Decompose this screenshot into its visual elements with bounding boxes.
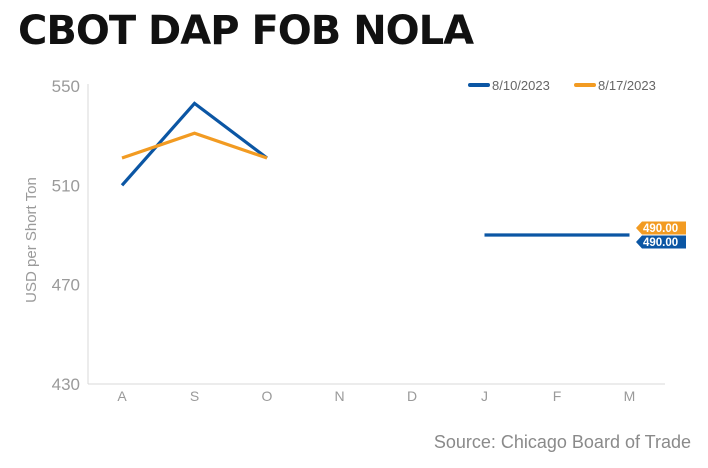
x-tick-label: O: [262, 388, 273, 404]
x-tick-label: D: [407, 388, 417, 404]
end-value-tag-1: [636, 235, 686, 249]
y-tick-label: 510: [52, 176, 80, 195]
end-value-tag-2: [636, 221, 686, 235]
legend: 8/10/2023 8/17/2023: [468, 78, 656, 93]
x-tick-label: M: [624, 388, 636, 404]
axes: [87, 84, 665, 385]
y-ticks: 430 470 510 550: [52, 77, 80, 394]
end-value-label-2: 490.00: [643, 223, 678, 235]
end-tags: 490.00 490.00: [636, 221, 686, 249]
x-tick-label: J: [481, 388, 488, 404]
series-line-2: [121, 131, 268, 160]
series-line-1: [120, 101, 268, 187]
legend-label-2: 8/17/2023: [598, 78, 656, 93]
y-tick-label: 470: [52, 276, 80, 295]
source-note: Source: Chicago Board of Trade: [433, 432, 691, 452]
end-value-label-1: 490.00: [643, 237, 678, 249]
x-tick-label: F: [553, 388, 562, 404]
y-axis-label: USD per Short Ton: [23, 177, 40, 303]
y-tick-label: 550: [52, 77, 80, 96]
chart-title: CBOT DAP FOB NOLA: [18, 8, 474, 54]
y-tick-label: 430: [52, 375, 80, 394]
x-tick-label: N: [334, 388, 344, 404]
x-tick-label: S: [190, 388, 199, 404]
legend-label-1: 8/10/2023: [492, 78, 550, 93]
x-tick-label: A: [117, 388, 127, 404]
series-lines: [120, 101, 630, 237]
